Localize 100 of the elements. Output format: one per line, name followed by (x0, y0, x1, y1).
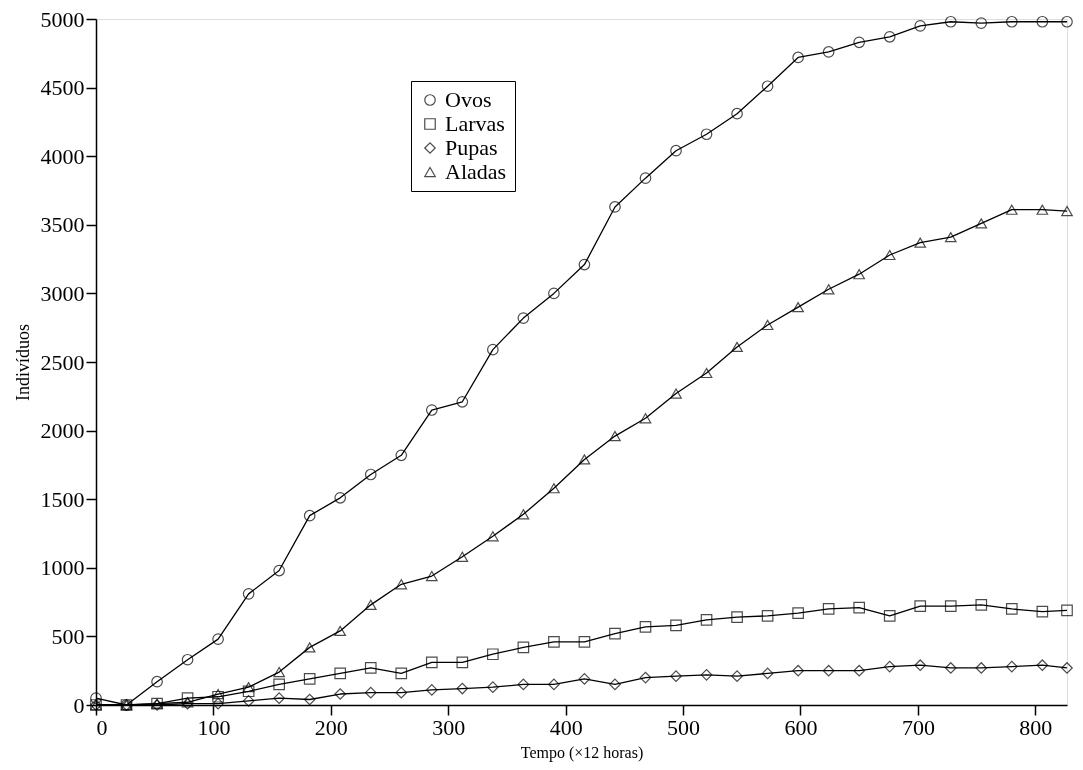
point (242, 695, 255, 707)
point (761, 319, 774, 331)
point (364, 662, 377, 674)
y-tick-label: 1500 (40, 486, 85, 512)
point (548, 678, 560, 691)
point (242, 588, 255, 600)
point (1005, 660, 1018, 673)
x-tick-label: 100 (197, 714, 231, 740)
point (670, 144, 682, 157)
point (273, 678, 286, 691)
point (792, 607, 804, 619)
x-tick-label: 500 (667, 714, 701, 740)
point (395, 579, 408, 590)
x-tick-label: 200 (314, 714, 348, 740)
x-tick-label: 400 (549, 714, 583, 740)
point (975, 218, 988, 229)
y-tick-label: 1000 (40, 555, 85, 581)
y-tick-label: 3500 (40, 212, 85, 238)
point (1036, 15, 1049, 28)
y-tick-label: 4000 (40, 143, 85, 169)
legend-label: Ovos (445, 87, 492, 112)
point (853, 269, 866, 280)
x-tick-label: 800 (1019, 714, 1053, 740)
point (761, 667, 774, 680)
point (273, 666, 286, 678)
legend-label: Pupas (445, 135, 498, 160)
point (944, 662, 957, 674)
y-tick-label: 0 (73, 692, 85, 718)
point (1061, 604, 1073, 617)
point (395, 686, 408, 699)
point (1036, 659, 1049, 672)
point (578, 454, 591, 465)
point (90, 692, 102, 704)
point (914, 237, 927, 248)
point (487, 648, 499, 661)
point (944, 600, 957, 613)
point (700, 668, 713, 681)
point (853, 601, 866, 614)
point (334, 688, 347, 700)
point (548, 483, 560, 494)
y-tick-label: 500 (51, 623, 85, 649)
y-tick-label: 2000 (40, 418, 85, 444)
legend-label: Aladas (445, 159, 507, 184)
point (273, 564, 286, 577)
point (425, 404, 438, 416)
point (975, 17, 988, 29)
point (1061, 205, 1073, 217)
point (517, 509, 530, 520)
point (578, 636, 591, 648)
y-tick-label: 3000 (40, 280, 85, 306)
point (517, 678, 530, 691)
y-tick-label: 5000 (40, 6, 85, 32)
point (487, 531, 499, 542)
point (1005, 204, 1018, 215)
point (822, 46, 835, 58)
point (853, 664, 866, 677)
point (639, 671, 652, 684)
point (609, 627, 621, 640)
point (731, 341, 743, 353)
point (395, 667, 408, 680)
point (792, 664, 804, 677)
point (731, 670, 743, 683)
point (731, 611, 743, 624)
point (303, 673, 316, 685)
point (792, 51, 804, 64)
x-axis-title: Tempo (×12 horas) (520, 743, 644, 762)
point (731, 107, 743, 120)
point (761, 609, 774, 622)
point (181, 653, 194, 666)
point (151, 675, 163, 688)
point (914, 20, 927, 32)
point (212, 633, 224, 645)
point (883, 249, 896, 261)
point (700, 367, 713, 379)
x-tick-label: 600 (784, 714, 818, 740)
x-tick-label: 700 (901, 714, 935, 740)
point (914, 600, 927, 613)
point (639, 172, 652, 184)
point (883, 660, 896, 673)
point (700, 614, 713, 626)
point (578, 673, 591, 685)
point (914, 659, 927, 672)
point (456, 656, 469, 669)
point (609, 430, 621, 442)
point (792, 301, 804, 313)
point (670, 388, 682, 399)
point (517, 641, 530, 654)
point (456, 395, 469, 408)
point (548, 636, 560, 648)
point (334, 625, 347, 637)
point (548, 287, 560, 300)
point (242, 685, 255, 698)
point (944, 232, 957, 243)
point (822, 664, 835, 677)
y-axis-title: Indivíduos (12, 323, 33, 402)
point (578, 258, 591, 271)
point (975, 599, 988, 611)
point (1036, 605, 1049, 618)
point (1036, 204, 1049, 215)
point (303, 642, 316, 653)
